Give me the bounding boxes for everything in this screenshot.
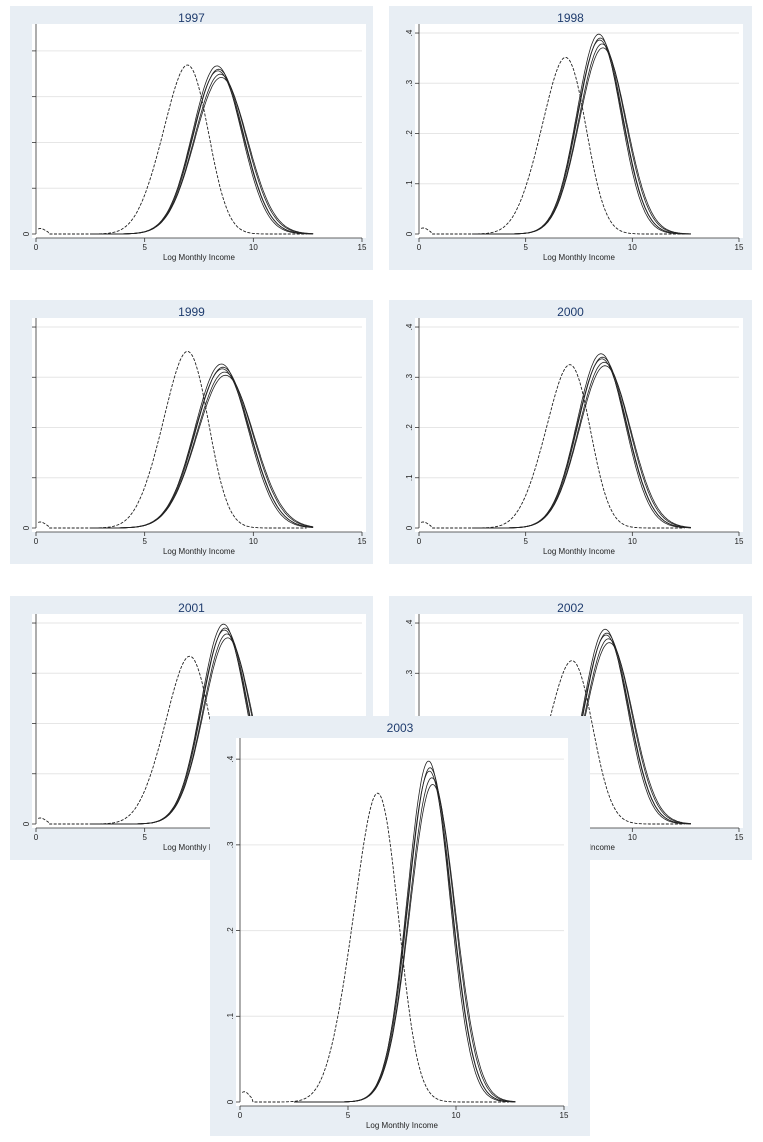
y-tick-label: .1 (405, 180, 414, 187)
x-tick-label: 5 (142, 537, 147, 546)
x-tick-label: 0 (34, 243, 39, 252)
x-tick-label: 0 (34, 833, 39, 842)
y-tick-label: 0 (405, 231, 414, 236)
y-tick-label: .4 (405, 619, 414, 626)
chart-title: 2002 (557, 601, 584, 615)
y-tick-label: .2 (405, 130, 414, 137)
x-tick-label: 10 (249, 243, 258, 252)
x-tick-label: 5 (346, 1111, 351, 1120)
y-tick-label: .2 (226, 927, 235, 934)
chart-svg: 1997 0 0 5 10 15 Log Monthly Income (22, 11, 367, 262)
x-axis-label: Log Monthly Income (366, 1121, 439, 1130)
x-tick-label: 0 (238, 1111, 243, 1120)
x-tick-label: 15 (560, 1111, 569, 1120)
x-axis-label: Log Monthly Income (543, 547, 616, 556)
chart-panel-2000: 2000 0 .1 .2 .3 .4 0 5 10 15 Log Monthly Income (389, 300, 752, 564)
density-line-solid-5 (294, 770, 516, 1103)
chart-panel-1999: 1999 0 0 5 10 15 Log Monthly Income (10, 300, 373, 564)
x-tick-label: 10 (452, 1111, 461, 1120)
x-tick-label: 15 (358, 537, 367, 546)
x-tick-label: 10 (628, 833, 637, 842)
chart-svg: 1999 0 0 5 10 15 Log Monthly Income (22, 305, 367, 556)
x-tick-label: 5 (523, 243, 528, 252)
y-tick-label: 0 (22, 525, 31, 530)
y-tick-label: .3 (405, 79, 414, 86)
x-tick-label: 15 (735, 833, 744, 842)
x-tick-label: 5 (142, 833, 147, 842)
chart-svg: 2000 0 .1 .2 .3 .4 0 5 10 15 Log Monthly Income (405, 305, 744, 556)
x-tick-label: 0 (417, 537, 422, 546)
y-tick-label: .3 (226, 841, 235, 848)
chart-panel-1998: 1998 0 .1 .2 .3 .4 0 5 10 15 Log Monthly Income (389, 6, 752, 270)
density-line-solid-5 (472, 39, 691, 235)
chart-panel-1997: 1997 0 0 5 10 15 Log Monthly Income (10, 6, 373, 270)
plot-area (32, 24, 366, 238)
x-tick-label: 5 (523, 537, 528, 546)
x-tick-label: 10 (249, 537, 258, 546)
density-line-dashed (420, 56, 685, 235)
y-tick-label: .3 (405, 373, 414, 380)
y-tick-label: 0 (226, 1099, 235, 1104)
y-tick-label: 0 (22, 821, 31, 826)
density-line-dashed (38, 64, 307, 235)
x-tick-label: 0 (34, 537, 39, 546)
chart-title: 2003 (387, 721, 414, 735)
y-tick-label: .2 (405, 424, 414, 431)
x-tick-label: 0 (417, 243, 422, 252)
y-tick-label: .4 (405, 29, 414, 36)
y-tick-label: .4 (405, 323, 414, 330)
y-tick-label: 0 (405, 525, 414, 530)
chart-panel-2003: 2003 0 .1 .2 .3 .4 0 5 10 15 Log Monthly Income (210, 716, 590, 1136)
density-line-solid-5 (90, 70, 314, 235)
x-tick-label: 15 (735, 537, 744, 546)
x-axis-label: Log Monthly Income (163, 843, 236, 852)
chart-svg: 1998 0 .1 .2 .3 .4 0 5 10 15 Log Monthly Income (405, 11, 744, 262)
density-line-dashed (38, 655, 307, 825)
y-tick-label: .3 (405, 669, 414, 676)
plot-area (415, 318, 743, 532)
x-tick-label: 10 (628, 537, 637, 546)
x-tick-label: 5 (142, 243, 147, 252)
chart-title: 2001 (178, 601, 205, 615)
x-axis-label: Log Monthly Income (543, 253, 616, 262)
x-tick-label: 15 (735, 243, 744, 252)
chart-svg: 2003 0 .1 .2 .3 .4 0 5 10 15 Log Monthly Income (226, 721, 569, 1130)
chart-title: 1999 (178, 305, 205, 319)
density-line-solid-5 (90, 368, 314, 529)
y-tick-label: 0 (22, 231, 31, 236)
density-line-dashed (420, 364, 685, 529)
chart-title: 1998 (557, 11, 584, 25)
y-tick-label: .1 (405, 474, 414, 481)
density-line-solid-5 (472, 358, 691, 529)
x-axis-label: Log Monthly Income (163, 253, 236, 262)
chart-title: 1997 (178, 11, 205, 25)
y-tick-label: .1 (226, 1012, 235, 1019)
density-line-dashed (38, 350, 307, 529)
chart-title: 2000 (557, 305, 584, 319)
plot-area (415, 24, 743, 238)
x-tick-label: 15 (358, 243, 367, 252)
y-tick-label: .4 (226, 755, 235, 762)
plot-area (236, 738, 568, 1106)
density-line-dashed (241, 792, 509, 1103)
x-tick-label: 10 (628, 243, 637, 252)
x-axis-label: Log Monthly Income (163, 547, 236, 556)
